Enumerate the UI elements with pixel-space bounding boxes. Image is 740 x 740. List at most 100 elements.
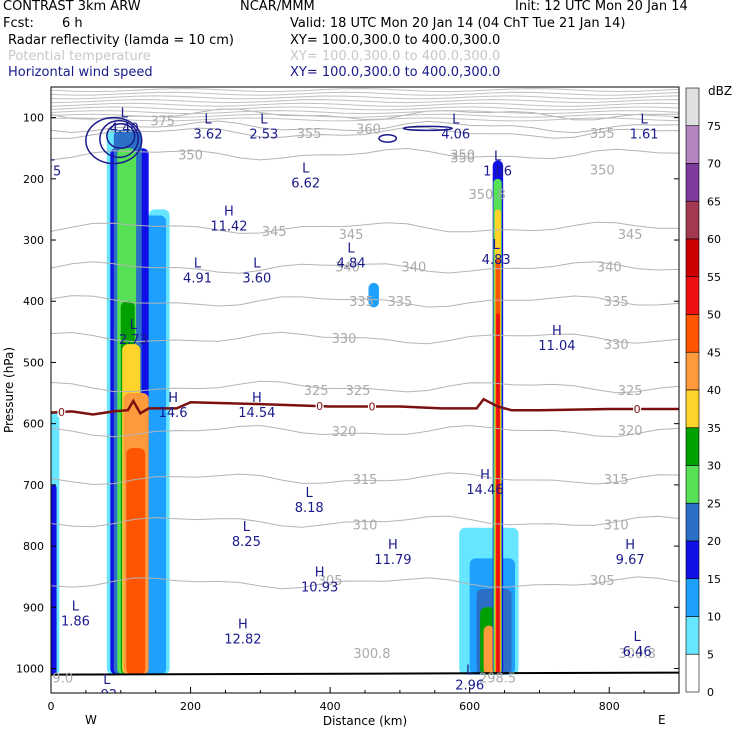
zero-label-bg-0 [57, 406, 66, 418]
theta-label-6: 350 [590, 164, 615, 179]
y-tick-label-400: 400 [23, 295, 44, 308]
wind-extremum-value-27: .75 [41, 164, 62, 179]
theta-contour-upper-5 [51, 106, 679, 111]
colorbar-swatch-65 [685, 163, 700, 202]
axes: 100 200 300 400 500 600 700 800 900 1000 0 200 400 60… [16, 86, 680, 713]
init-time: Init: 12 UTC Mon 20 Jan 14 [515, 0, 688, 14]
colorbar-swatch-40 [685, 351, 700, 391]
reflectivity-shading [51, 129, 519, 675]
field-2-xy: XY= 100.0,300.0 to 400.0,300.0 [290, 49, 501, 64]
theta-label-11: 340 [401, 260, 426, 275]
theta-label-18: 325 [304, 384, 329, 399]
y-tick-label-1000: 1000 [16, 663, 44, 676]
wind-extremum-kind-9: L [253, 257, 261, 272]
theta-contours [51, 88, 679, 590]
colorbar-swatch-30 [685, 427, 700, 466]
theta-contour-upper-3 [51, 99, 679, 104]
colorbar-label-20: 20 [707, 535, 721, 548]
wind-extremum-value-8: 4.91 [183, 272, 212, 287]
colorbar-label-10: 10 [707, 611, 721, 624]
fcst-value: 6 h [62, 16, 83, 31]
wind-extremum-kind-3: L [452, 113, 460, 128]
wind-extremum-kind-1: L [204, 113, 212, 128]
wind-extremum-kind-10: L [347, 241, 355, 256]
theta-contour-350 [51, 147, 679, 161]
theta-contour-315 [51, 472, 679, 486]
wind-extremum-kind-13: H [552, 324, 562, 339]
wind-extremum-kind-14: H [168, 391, 178, 406]
wind-extremum-value-16: 14.46 [466, 483, 503, 498]
wind-contour-1 [99, 119, 139, 159]
theta-labels: 375 355 360 355 350 350 350 345 345 345 340 340 340 3… [51, 115, 656, 687]
theta-contour-upper-2 [51, 95, 679, 100]
theta-label-13: 335 [349, 295, 374, 310]
theta-contour-upper-6 [51, 110, 679, 115]
y-tick-label-900: 900 [23, 601, 44, 614]
wind-extremum-value-22: 1.86 [61, 614, 90, 629]
theta-label-23: 315 [353, 473, 378, 488]
theta-label-27: 305 [318, 574, 343, 589]
wind-extremum-value-2: 2.53 [249, 128, 278, 143]
wind-extremum-value-10: 4.84 [337, 256, 366, 271]
theta-label-32: 298.5 [479, 672, 516, 687]
reflectivity-cell-17 [483, 625, 495, 675]
field-3-xy: XY= 100.0,300.0 to 400.0,300.0 [290, 65, 501, 80]
wind-extremum-kind-19: H [388, 538, 398, 553]
y-tick-label-800: 800 [23, 540, 44, 553]
wind-extremum-kind-22: L [72, 599, 80, 614]
zero-label-0: 0 [58, 406, 65, 419]
colorbar-label-35: 35 [707, 422, 721, 435]
theta-label-4: 350 [178, 148, 203, 163]
colorbar-swatch-60 [685, 200, 700, 240]
x-tick-label-600: 600 [459, 700, 480, 713]
theta-label-16: 330 [332, 332, 357, 347]
colorbar-swatch-75 [685, 87, 700, 127]
theta-contour-360 [51, 120, 679, 134]
colorbar-label-15: 15 [707, 573, 721, 586]
zero-line: 0 0 0 0 [51, 397, 679, 419]
theta-label-25: 310 [353, 519, 378, 534]
reflectivity-cell-12 [368, 282, 379, 308]
theta-label-33: 350 [450, 151, 475, 166]
wind-extremum-kind-0: L [121, 107, 129, 122]
colorbar-swatch-5 [685, 616, 700, 655]
reflectivity-cell-11 [51, 484, 57, 675]
theta-label-24: 315 [604, 473, 629, 488]
theta-label-19: 325 [346, 384, 371, 399]
theta-label-15: 335 [604, 295, 629, 310]
x-tick-label-400: 400 [320, 700, 341, 713]
theta-label-22: 320 [618, 424, 643, 439]
wind-extremum-kind-2: L [260, 113, 268, 128]
wind-extremum-value-26: 2.96 [455, 679, 484, 694]
theta-contour-345 [51, 221, 679, 234]
theta-label-8: 345 [339, 228, 364, 243]
x-axis-label: Distance (km) [323, 714, 407, 728]
theta-contour-305 [51, 576, 679, 590]
zero-label-1: 0 [316, 400, 323, 413]
theta-contour-upper-7 [51, 113, 679, 118]
theta-contour-310 [51, 515, 679, 528]
wind-extremum-kind-20: H [315, 566, 325, 581]
colorbar-label-45: 45 [707, 346, 721, 359]
wind-extremum-value-0: 4.40 [110, 122, 139, 137]
theta-label-2: 360 [356, 123, 381, 138]
y-tick-label-100: 100 [23, 112, 44, 125]
colorbar-label-5: 5 [707, 648, 714, 661]
y-tick-label-700: 700 [23, 479, 44, 492]
wind-contour-3 [402, 125, 453, 132]
theta-label-1: 355 [297, 127, 322, 142]
wind-extremum-kind-5: L [302, 162, 310, 177]
colorbar-swatch-20 [685, 502, 700, 542]
zero-label-bg-3 [633, 402, 642, 414]
colorbar-label-40: 40 [707, 384, 721, 397]
wind-extremum-value-25: .92 [96, 688, 117, 703]
wind-extremum-kind-4: L [640, 113, 648, 128]
wind-contour-4 [378, 133, 398, 143]
wind-extremum-value-23: 12.82 [224, 633, 261, 648]
zero-label-2: 0 [368, 401, 375, 414]
wind-extremum-value-6: 1.06 [483, 164, 512, 179]
theta-contour-335 [51, 295, 679, 308]
wind-contour-0 [85, 116, 143, 165]
colorbar-label-60: 60 [707, 233, 721, 246]
terrain-line [50, 671, 680, 676]
